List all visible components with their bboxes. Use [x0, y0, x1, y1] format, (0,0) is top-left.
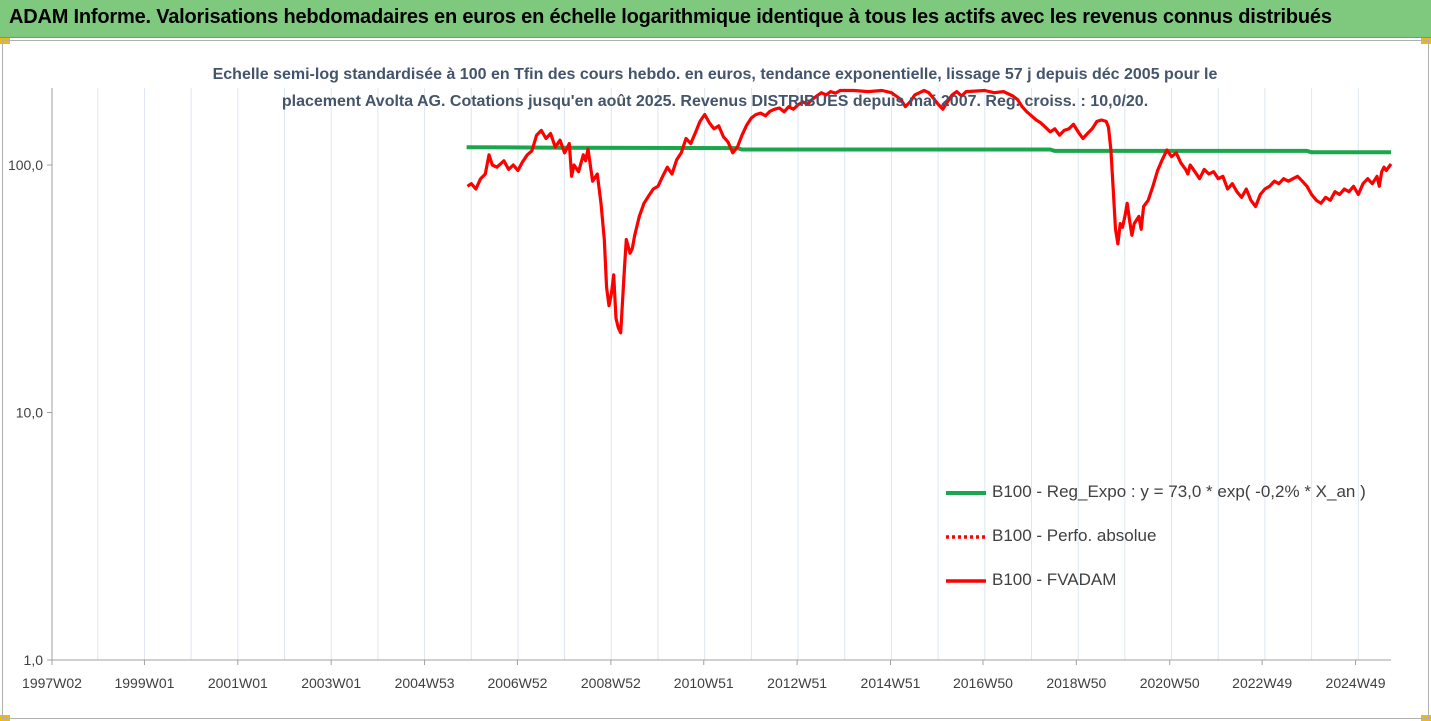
y-tick-label: 100,0	[8, 157, 43, 173]
x-tick-label: 2012W51	[767, 675, 827, 691]
x-tick-label: 2014W51	[861, 675, 921, 691]
series-line-0	[466, 145, 1391, 155]
title-banner: ADAM Informe. Valorisations hebdomadaire…	[0, 0, 1431, 38]
x-tick-label: 2004W53	[395, 675, 455, 691]
page-title: ADAM Informe. Valorisations hebdomadaire…	[9, 6, 1332, 28]
legend-entry-0: B100 - Reg_Expo : y = 73,0 * exp( -0,2% …	[992, 482, 1366, 501]
x-tick-label: 1999W01	[114, 675, 174, 691]
corner-marker-left	[0, 38, 10, 44]
y-tick-label: 10,0	[16, 405, 43, 421]
x-tick-label: 2008W52	[581, 675, 641, 691]
axes: 1,0 10,0 100,0 1997W02 1999W01 2001W01 2003W01…	[8, 88, 1391, 691]
x-tick-label: 2010W51	[674, 675, 734, 691]
x-tick-label: 1997W02	[22, 675, 82, 691]
corner-marker-right	[1421, 38, 1431, 44]
gridlines	[97, 88, 1359, 660]
x-tick-label: 2020W50	[1140, 675, 1200, 691]
y-tick-label: 1,0	[24, 652, 44, 668]
x-tick-label: 2001W01	[208, 675, 268, 691]
series-lines	[466, 88, 1393, 335]
chart-subtitle-line1: Echelle semi-log standardisée à 100 en T…	[212, 66, 1218, 83]
x-tick-label: 2024W49	[1326, 675, 1386, 691]
chart-subtitle-line2: placement Avolta AG. Cotations jusqu'en …	[281, 93, 1149, 110]
x-tick-label: 2018W50	[1046, 675, 1106, 691]
x-tick-label: 2022W49	[1232, 675, 1292, 691]
x-tick-label: 2006W52	[488, 675, 548, 691]
x-tick-label: 2003W01	[301, 675, 361, 691]
legend-entry-2: B100 - FVADAM	[992, 570, 1117, 589]
legend	[946, 491, 986, 583]
x-tick-label: 2016W50	[953, 675, 1013, 691]
chart-frame	[2, 40, 1429, 719]
legend-entry-1: B100 - Perfo. absolue	[992, 526, 1157, 545]
series-line-2	[466, 88, 1393, 335]
